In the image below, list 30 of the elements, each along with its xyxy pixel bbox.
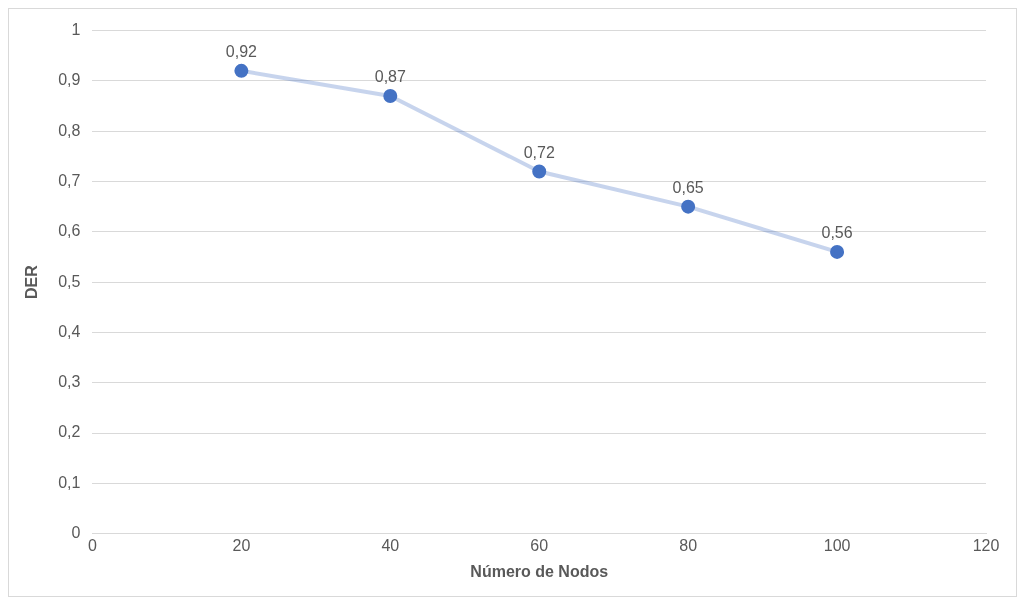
point: [532, 164, 547, 179]
point: [234, 63, 249, 78]
data-label: 0,56: [821, 224, 853, 242]
x-tick-label: 100: [823, 536, 851, 554]
y-tick-label: 0,7: [58, 171, 81, 189]
data-label: 0,72: [523, 143, 555, 161]
x-tick-label: 80: [679, 536, 698, 554]
y-tick-label: 0,4: [58, 322, 81, 340]
x-tick-label: 120: [972, 536, 1000, 554]
x-tick-label: 0: [87, 536, 97, 554]
y-tick-label: 0,3: [58, 373, 81, 391]
x-axis-title: Número de Nodos: [470, 562, 609, 580]
y-tick-label: 0,8: [58, 121, 81, 139]
data-label: 0,65: [672, 179, 704, 197]
y-tick-label: 1: [71, 21, 81, 39]
y-tick-label: 0: [71, 524, 81, 542]
point: [681, 199, 696, 214]
y-tick-label: 0,1: [58, 473, 81, 491]
y-tick-label: 0,6: [58, 222, 81, 240]
x-tick-label: 20: [232, 536, 251, 554]
point: [830, 244, 845, 259]
x-tick-label: 60: [530, 536, 549, 554]
y-tick-label: 0,5: [58, 272, 81, 290]
data-label: 0,87: [374, 68, 406, 86]
data-label: 0,92: [225, 43, 258, 61]
y-axis-title: DER: [23, 264, 41, 299]
point: [383, 88, 398, 103]
y-tick-label: 0,2: [58, 423, 81, 441]
x-tick-label: 40: [381, 536, 400, 554]
y-tick-label: 0,9: [58, 71, 81, 89]
